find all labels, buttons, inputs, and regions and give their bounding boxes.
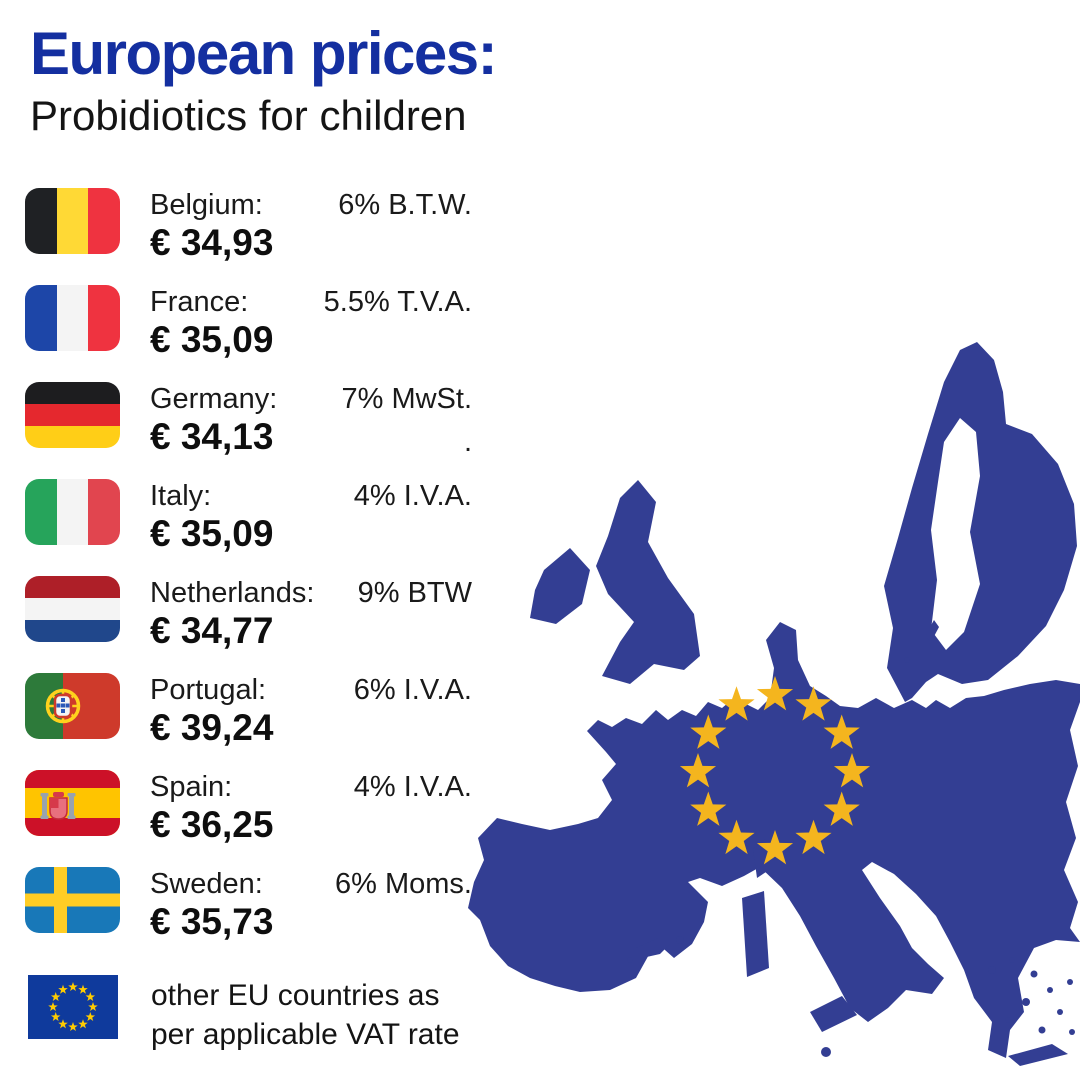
italy-flag-icon [25, 479, 120, 545]
vat-label: 4% I.V.A. [353, 771, 472, 803]
country-row-italy: Italy: 4% I.V.A. € 35,09 [25, 479, 472, 576]
country-label: Spain: [150, 771, 233, 803]
country-label: Sweden: [150, 868, 263, 900]
vat-note: . [463, 426, 472, 458]
vat-label: 7% MwSt. [341, 383, 472, 415]
ireland [530, 548, 590, 624]
price-label: € 34,77 [150, 610, 274, 651]
country-label: Italy: [150, 480, 212, 512]
footer-note-line2: per applicable VAT rate [151, 1018, 460, 1051]
great-britain [596, 480, 700, 684]
price-label: € 39,24 [150, 707, 274, 748]
gotland [926, 620, 939, 644]
page-title: European prices: [30, 20, 498, 87]
country-row-france: France: 5.5% T.V.A. € 35,09 [25, 285, 472, 382]
vat-label: 5.5% T.V.A. [323, 286, 472, 318]
footer-row: other EU countries as per applicable VAT… [25, 975, 472, 1054]
sweden-flag-icon [25, 867, 120, 933]
greek-islands [988, 957, 1075, 1035]
vat-label: 9% BTW [357, 577, 472, 609]
country-label: Germany: [150, 383, 278, 415]
page-subtitle: Probidiotics for children [30, 92, 467, 139]
price-label: € 35,73 [150, 901, 274, 942]
spain-flag-icon [25, 770, 120, 836]
country-label: Portugal: [150, 674, 267, 706]
country-row-portugal: Portugal: 6% I.V.A. € 39,24 [25, 673, 472, 770]
country-label: Netherlands: [150, 577, 315, 609]
country-label: France: [150, 286, 249, 318]
price-label: € 35,09 [150, 513, 274, 554]
netherlands-flag-icon [25, 576, 120, 642]
eu-flag-icon [28, 975, 118, 1039]
scandinavia [884, 342, 1077, 702]
price-label: € 36,25 [150, 804, 274, 845]
header: European prices: Probidiotics for childr… [30, 20, 498, 139]
sicily [810, 996, 857, 1032]
footer-note-line1: other EU countries as [151, 979, 440, 1012]
footer-note: other EU countries as per applicable VAT… [151, 975, 460, 1054]
vat-label: 4% I.V.A. [353, 480, 472, 512]
belgium-flag-icon [25, 188, 120, 254]
europe-map [468, 342, 1080, 1066]
country-row-spain: Spain: 4% I.V.A. € 36,25 [25, 770, 472, 867]
portugal-flag-icon [25, 673, 120, 739]
malta [821, 1047, 831, 1057]
country-row-sweden: Sweden: 6% Moms. € 35,73 [25, 867, 472, 964]
country-label: Belgium: [150, 189, 263, 221]
price-label: € 35,09 [150, 319, 274, 360]
crete [1008, 1044, 1068, 1066]
sardinia [742, 891, 769, 977]
price-label: € 34,13 [150, 416, 274, 457]
country-row-germany: Germany: 7% MwSt. € 34,13 . [25, 382, 472, 479]
germany-flag-icon [25, 382, 120, 448]
price-label: € 34,93 [150, 222, 274, 263]
balearic-islands [636, 938, 670, 958]
country-row-netherlands: Netherlands: 9% BTW € 34,77 [25, 576, 472, 673]
france-flag-icon [25, 285, 120, 351]
country-row-belgium: Belgium: 6% B.T.W. € 34,93 [25, 188, 472, 285]
vat-label: 6% Moms. [335, 868, 472, 900]
vat-label: 6% B.T.W. [338, 189, 472, 221]
vat-label: 6% I.V.A. [353, 674, 472, 706]
price-list: Belgium: 6% B.T.W. € 34,93 France: 5.5% … [25, 188, 472, 1054]
